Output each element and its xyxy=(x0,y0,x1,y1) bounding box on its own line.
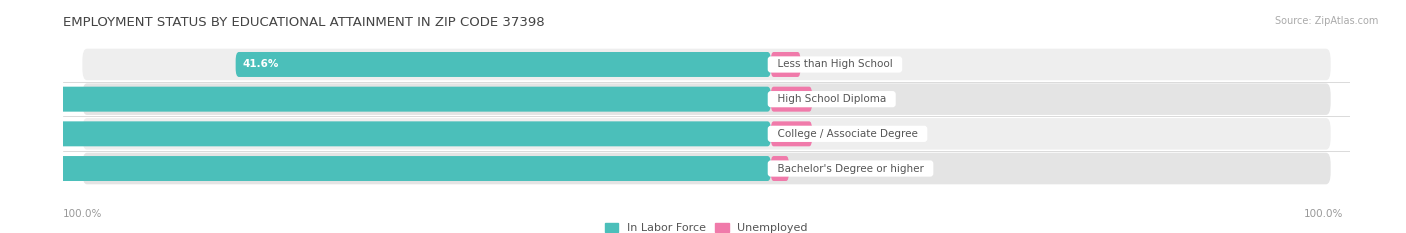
FancyBboxPatch shape xyxy=(83,49,1330,80)
FancyBboxPatch shape xyxy=(83,118,1330,150)
Text: 1.4%: 1.4% xyxy=(797,164,825,174)
Text: Source: ZipAtlas.com: Source: ZipAtlas.com xyxy=(1274,16,1378,26)
Text: Bachelor's Degree or higher: Bachelor's Degree or higher xyxy=(770,164,931,174)
Text: High School Diploma: High School Diploma xyxy=(770,94,893,104)
Text: 41.6%: 41.6% xyxy=(242,59,278,69)
FancyBboxPatch shape xyxy=(236,52,770,77)
FancyBboxPatch shape xyxy=(770,156,789,181)
Text: 100.0%: 100.0% xyxy=(63,209,103,219)
FancyBboxPatch shape xyxy=(770,121,813,146)
FancyBboxPatch shape xyxy=(83,153,1330,184)
Text: Less than High School: Less than High School xyxy=(770,59,898,69)
Text: 3.2%: 3.2% xyxy=(820,129,849,139)
FancyBboxPatch shape xyxy=(770,87,813,112)
FancyBboxPatch shape xyxy=(0,87,770,112)
FancyBboxPatch shape xyxy=(0,156,770,181)
Text: College / Associate Degree: College / Associate Degree xyxy=(770,129,924,139)
Text: 3.2%: 3.2% xyxy=(820,94,849,104)
FancyBboxPatch shape xyxy=(83,83,1330,115)
Text: 2.3%: 2.3% xyxy=(808,59,837,69)
FancyBboxPatch shape xyxy=(0,121,770,146)
Text: EMPLOYMENT STATUS BY EDUCATIONAL ATTAINMENT IN ZIP CODE 37398: EMPLOYMENT STATUS BY EDUCATIONAL ATTAINM… xyxy=(63,16,546,29)
FancyBboxPatch shape xyxy=(770,52,800,77)
Legend: In Labor Force, Unemployed: In Labor Force, Unemployed xyxy=(605,223,808,233)
Text: 100.0%: 100.0% xyxy=(1303,209,1343,219)
